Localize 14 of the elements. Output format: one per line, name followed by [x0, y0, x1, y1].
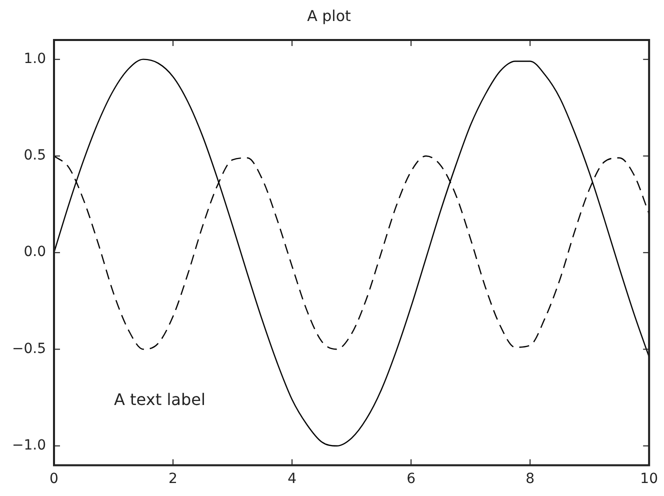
y-tick-label: −1.0 — [12, 438, 46, 454]
x-tick-label: 0 — [50, 471, 58, 488]
x-tick-label: 4 — [288, 471, 297, 488]
x-tick-label: 2 — [168, 471, 178, 488]
line-series — [54, 58, 650, 446]
y-tick-label: −0.5 — [12, 340, 46, 357]
x-tick-label: 10 — [640, 471, 658, 488]
annotation: A text label — [114, 390, 206, 410]
y-tick-label: 0.0 — [24, 244, 46, 260]
x-tick-label: 8 — [526, 471, 535, 488]
x-tick-label: 6 — [406, 471, 416, 488]
y-tick-label: 0.5 — [24, 148, 46, 164]
chart-title: A plot — [307, 6, 352, 25]
y-tick-label: 1.0 — [24, 50, 46, 67]
